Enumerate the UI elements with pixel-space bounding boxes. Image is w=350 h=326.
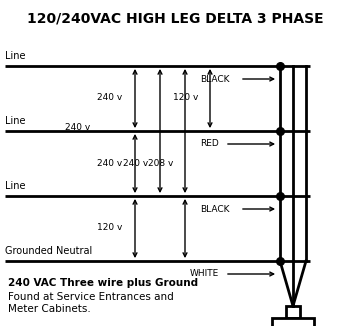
Text: 240 v: 240 v (65, 124, 90, 132)
Text: Grounded Neutral: Grounded Neutral (5, 246, 92, 256)
Text: 120 v: 120 v (173, 94, 198, 102)
Text: BLACK: BLACK (200, 204, 230, 214)
Text: WHITE: WHITE (190, 270, 219, 278)
Text: 120 v: 120 v (97, 224, 122, 232)
Text: Found at Service Entrances and
Meter Cabinets.: Found at Service Entrances and Meter Cab… (8, 292, 174, 314)
Text: Line: Line (5, 116, 26, 126)
Text: 240 VAC Three wire plus Ground: 240 VAC Three wire plus Ground (8, 278, 198, 288)
Bar (286, 306, 300, 318)
Text: Line: Line (5, 181, 26, 191)
Text: 208 v: 208 v (148, 158, 173, 168)
Text: RED: RED (200, 140, 219, 149)
Bar (272, 318, 314, 326)
Text: 120/240VAC HIGH LEG DELTA 3 PHASE: 120/240VAC HIGH LEG DELTA 3 PHASE (27, 11, 323, 25)
Text: Line: Line (5, 51, 26, 61)
Text: 240 v: 240 v (123, 158, 148, 168)
Text: BLACK: BLACK (200, 75, 230, 83)
Text: 240 v: 240 v (97, 94, 122, 102)
Text: 240 v: 240 v (97, 158, 122, 168)
